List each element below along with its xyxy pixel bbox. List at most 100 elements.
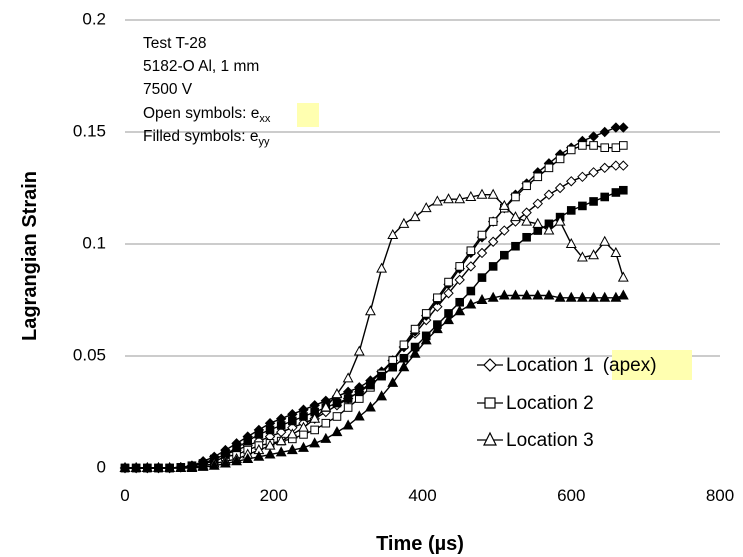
data-point	[576, 251, 588, 262]
data-point	[578, 141, 587, 150]
data-point	[578, 201, 587, 211]
axis-tick-labels: 0 0.05 0.1 0.15 0.2 0 200 400 600 800	[73, 9, 734, 505]
exx-highlight	[297, 103, 319, 127]
series-triangle-filled	[119, 289, 629, 472]
data-point	[488, 262, 498, 271]
data-point	[232, 443, 241, 453]
data-point	[500, 250, 509, 260]
data-point	[477, 273, 487, 282]
data-point	[364, 305, 376, 316]
data-point	[421, 309, 431, 318]
data-point	[321, 418, 331, 428]
data-point	[286, 428, 298, 439]
data-point	[543, 189, 555, 200]
data-point	[399, 353, 409, 363]
data-point	[443, 288, 454, 299]
data-point	[600, 143, 610, 152]
data-point	[466, 246, 476, 256]
data-point	[208, 459, 220, 470]
data-point	[398, 361, 410, 372]
data-point	[387, 228, 399, 240]
series-line	[125, 193, 624, 469]
data-point	[511, 192, 520, 202]
data-point	[610, 160, 622, 171]
data-point	[254, 430, 264, 439]
annotation-line-3: 7500 V	[143, 81, 193, 98]
data-point	[510, 289, 521, 300]
data-point	[599, 126, 610, 138]
open-symbols-var: e	[251, 105, 260, 122]
filled-symbols-sub: yy	[258, 136, 270, 148]
data-point	[487, 236, 499, 247]
data-point	[465, 298, 477, 309]
data-point	[342, 372, 354, 383]
data-point	[498, 289, 510, 300]
data-point	[364, 401, 376, 412]
data-point	[288, 416, 297, 426]
data-point	[521, 215, 533, 226]
data-point	[454, 193, 466, 204]
data-point	[409, 347, 421, 358]
data-point	[376, 390, 388, 401]
data-point	[455, 297, 464, 307]
data-point	[299, 412, 308, 421]
data-point	[130, 461, 142, 472]
data-point	[197, 460, 209, 471]
data-point	[275, 446, 287, 457]
annotation-filled-symbols: Filled symbols: eyy	[143, 128, 270, 148]
y-tick-label: 0.1	[82, 233, 106, 252]
data-point	[617, 289, 629, 300]
data-point	[610, 122, 622, 133]
data-point	[175, 461, 187, 472]
data-point	[253, 450, 265, 461]
annotation-line-1: Test T-28	[143, 35, 206, 52]
data-point	[387, 376, 399, 387]
data-point	[532, 217, 544, 228]
data-point	[611, 188, 621, 197]
data-point	[566, 176, 577, 187]
data-point	[588, 291, 600, 302]
data-point	[476, 247, 488, 259]
data-point	[521, 289, 533, 300]
data-point	[388, 362, 398, 372]
data-point	[420, 202, 432, 213]
data-point	[353, 410, 365, 421]
data-point	[353, 345, 365, 356]
data-point	[265, 425, 275, 435]
data-point	[566, 145, 576, 155]
data-point	[331, 388, 343, 399]
legend-label-location-3: Location 3	[506, 430, 594, 451]
data-point	[599, 235, 611, 246]
y-tick-label: 0.05	[73, 345, 106, 364]
data-point	[522, 232, 531, 242]
annotation-line-2: 5182-O Al, 1 mm	[143, 58, 259, 75]
series-line	[125, 164, 624, 469]
data-point	[243, 436, 253, 446]
data-point	[343, 403, 353, 412]
data-point	[298, 421, 309, 432]
x-tick-label: 200	[260, 486, 288, 505]
data-point	[544, 163, 554, 173]
data-point	[510, 211, 521, 222]
data-point	[466, 286, 476, 296]
data-point	[443, 193, 454, 204]
legend-entry-location-3: Location 3	[477, 430, 594, 451]
series-square-open	[120, 141, 628, 473]
data-point	[366, 380, 375, 390]
data-point	[554, 215, 566, 226]
data-point	[119, 461, 131, 472]
data-point	[488, 217, 498, 226]
data-point	[465, 190, 477, 201]
series-line	[125, 294, 624, 469]
legend-square-icon	[484, 397, 496, 409]
data-point	[454, 274, 465, 286]
data-point	[286, 444, 298, 455]
legend-entry-location-2: Location 2	[477, 393, 594, 414]
data-point	[320, 401, 332, 412]
data-point	[522, 181, 531, 191]
x-axis-title: Time (µs)	[376, 533, 464, 555]
data-point	[610, 246, 622, 257]
data-point	[164, 461, 176, 472]
data-point	[532, 198, 543, 209]
